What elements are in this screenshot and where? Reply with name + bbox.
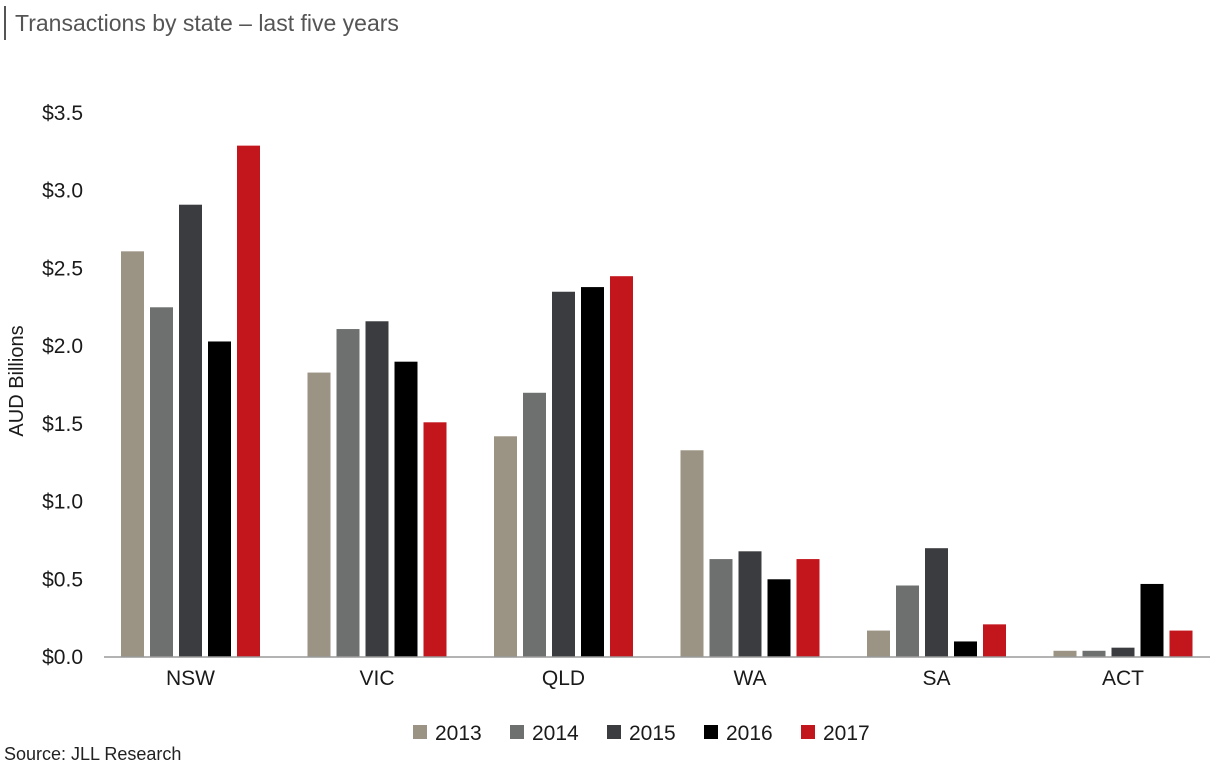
legend-swatch-2015 bbox=[607, 725, 621, 739]
bar-sa-2015 bbox=[925, 548, 948, 657]
bar-nsw-2017 bbox=[237, 145, 260, 657]
source-note: Source: JLL Research bbox=[4, 744, 182, 764]
x-tick-label: WA bbox=[733, 667, 766, 690]
bar-nsw-2016 bbox=[208, 341, 231, 657]
legend-label: 2014 bbox=[532, 722, 579, 745]
bar-act-2013 bbox=[1053, 650, 1077, 657]
legend-swatch-2014 bbox=[510, 725, 524, 739]
bar-nsw-2015 bbox=[179, 204, 202, 657]
bar-sa-2016 bbox=[954, 641, 977, 657]
bar-vic-2016 bbox=[394, 361, 418, 657]
legend-swatch-2016 bbox=[704, 725, 718, 739]
bar-wa-2017 bbox=[796, 559, 820, 657]
bar-act-2015 bbox=[1111, 647, 1135, 657]
x-tick-label: QLD bbox=[542, 667, 585, 690]
bar-act-2014 bbox=[1082, 650, 1106, 657]
chart-title: Transactions by state – last five years bbox=[15, 10, 399, 36]
bar-vic-2015 bbox=[365, 321, 389, 657]
bar-vic-2014 bbox=[336, 329, 360, 657]
bar-sa-2017 bbox=[983, 624, 1006, 657]
y-tick-label: $3.0 bbox=[42, 180, 83, 203]
x-tick-label: NSW bbox=[166, 667, 215, 690]
x-tick-label: ACT bbox=[1102, 667, 1144, 690]
bar-wa-2013 bbox=[680, 450, 704, 657]
legend-swatch-2013 bbox=[413, 725, 427, 739]
bar-act-2016 bbox=[1140, 583, 1164, 657]
bar-vic-2013 bbox=[307, 372, 331, 657]
legend-label: 2017 bbox=[823, 722, 870, 745]
bar-qld-2014 bbox=[523, 392, 546, 657]
x-axis-ticks: NSW VIC QLD WA SA ACT bbox=[166, 667, 1144, 690]
legend: 2013 2014 2015 2016 2017 bbox=[413, 722, 870, 745]
bar-qld-2017 bbox=[610, 276, 633, 657]
bar-qld-2013 bbox=[494, 436, 517, 657]
y-tick-label: $2.0 bbox=[42, 335, 83, 358]
bar-wa-2014 bbox=[709, 559, 733, 657]
x-tick-label: SA bbox=[922, 667, 950, 690]
y-axis-label: AUD Billions bbox=[6, 325, 28, 436]
chart-title-bar: Transactions by state – last five years bbox=[4, 6, 399, 40]
y-tick-label: $0.5 bbox=[42, 568, 83, 591]
bar-sa-2014 bbox=[896, 585, 919, 657]
bar-nsw-2014 bbox=[150, 307, 173, 657]
legend-label: 2015 bbox=[629, 722, 676, 745]
legend-label: 2016 bbox=[726, 722, 773, 745]
bar-nsw-2013 bbox=[121, 251, 144, 657]
bar-qld-2015 bbox=[552, 291, 575, 657]
bar-act-2017 bbox=[1169, 630, 1193, 657]
y-tick-label: $1.0 bbox=[42, 491, 83, 514]
x-tick-label: VIC bbox=[359, 667, 394, 690]
y-tick-label: $2.5 bbox=[42, 257, 83, 280]
y-axis-ticks: $0.0 $0.5 $1.0 $1.5 $2.0 $2.5 $3.0 $3.5 bbox=[42, 102, 83, 669]
y-tick-label: $3.5 bbox=[42, 102, 83, 125]
legend-swatch-2017 bbox=[801, 725, 815, 739]
bar-wa-2016 bbox=[767, 579, 791, 657]
bar-qld-2016 bbox=[581, 287, 604, 657]
y-tick-label: $0.0 bbox=[42, 646, 83, 669]
bars bbox=[121, 145, 1193, 657]
bar-wa-2015 bbox=[738, 551, 762, 657]
legend-label: 2013 bbox=[435, 722, 482, 745]
bar-sa-2013 bbox=[867, 630, 890, 657]
y-tick-label: $1.5 bbox=[42, 413, 83, 436]
bar-vic-2017 bbox=[423, 422, 447, 657]
